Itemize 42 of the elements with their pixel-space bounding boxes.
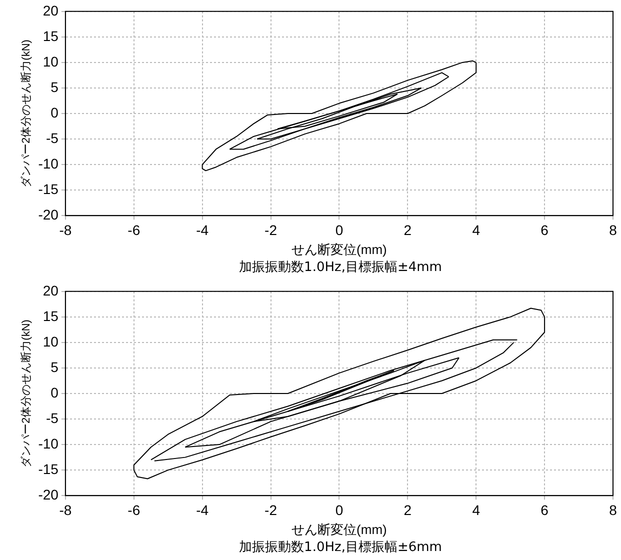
- x-tick-label: 2: [404, 502, 412, 518]
- y-axis-title: ダンパー2体分のせん断力(kN): [20, 320, 33, 468]
- y-tick-label: -5: [46, 130, 59, 146]
- x-tick-label: 0: [335, 222, 344, 238]
- text: 加振振動数1.0Hz,目標振幅±6mm: [238, 539, 443, 557]
- x-axis-title: せん断変位(mm): [292, 522, 387, 537]
- x-tick-label: 4: [472, 222, 480, 238]
- y-tick-label: -5: [46, 410, 59, 426]
- x-tick-label: 8: [609, 222, 618, 238]
- x-tick-label: -6: [128, 222, 140, 238]
- y-tick-label: 5: [50, 78, 59, 95]
- x-tick-label: -2: [264, 502, 278, 518]
- y-tick-label: 10: [42, 53, 59, 70]
- x-tick-label: -2: [264, 222, 278, 238]
- x-tick-label: -8: [59, 502, 72, 518]
- y-tick-label: 0: [50, 104, 59, 120]
- x-tick-label: 8: [609, 502, 618, 518]
- y-tick-label: -10: [38, 155, 59, 172]
- x-tick-label: -8: [59, 222, 72, 238]
- x-axis-title: せん断変位(mm): [292, 242, 387, 257]
- x-tick-label: 0: [335, 502, 344, 518]
- y-tick-label: -20: [38, 206, 59, 222]
- y-tick-label: -10: [38, 435, 59, 452]
- x-tick-label: -6: [128, 502, 140, 518]
- y-tick-label: -15: [38, 180, 59, 197]
- y-tick-label: 0: [50, 384, 59, 400]
- y-tick-label: 20: [42, 282, 59, 298]
- y-axis-title: ダンパー2体分のせん断力(kN): [20, 40, 33, 188]
- y-tick-label: 15: [42, 28, 59, 44]
- y-tick-label: -20: [38, 486, 59, 502]
- x-tick-label: 4: [472, 502, 480, 518]
- x-tick-label: -4: [196, 222, 209, 238]
- y-tick-label: -15: [38, 460, 59, 477]
- text: 加振振動数1.0Hz,目標振幅±4mm: [238, 259, 443, 277]
- x-tick-label: -4: [196, 502, 209, 518]
- y-tick-label: 15: [42, 308, 59, 324]
- x-tick-label: 6: [540, 502, 549, 518]
- x-tick-label: 2: [404, 222, 412, 238]
- y-tick-label: 10: [42, 333, 59, 350]
- x-tick-label: 6: [540, 222, 549, 238]
- y-tick-label: 5: [50, 358, 59, 375]
- y-tick-label: 20: [42, 2, 59, 18]
